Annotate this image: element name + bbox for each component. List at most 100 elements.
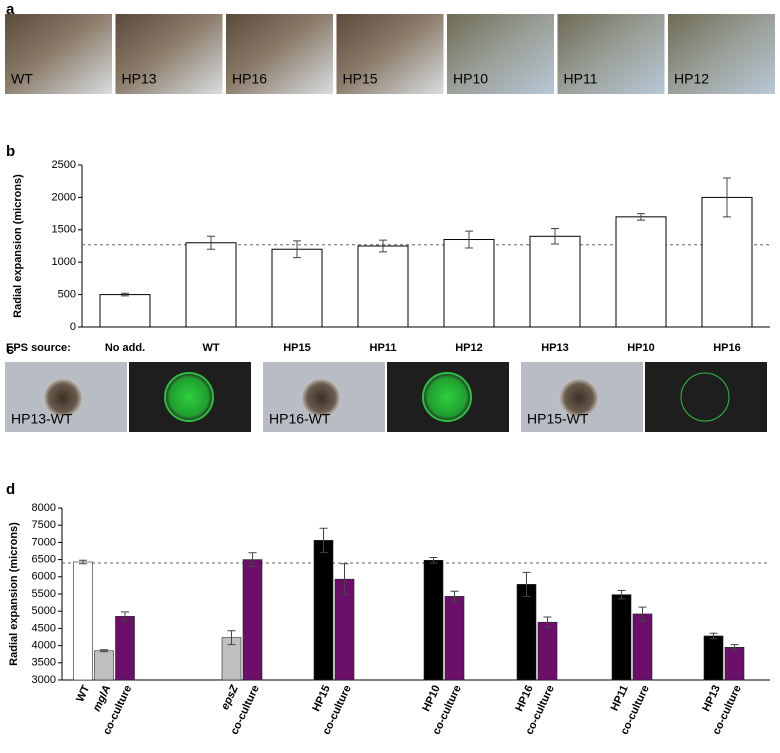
y-axis-label: Radial expansion (microns) [8,522,20,666]
error-bar [340,563,349,596]
x-tick-label: WT [74,683,92,704]
x-tick-label: HP16 [713,342,741,354]
colony-image [226,14,333,94]
colony [301,378,341,418]
error-bar [543,616,552,628]
x-tick-label: HP13 [700,683,723,713]
error-bar [638,606,647,622]
error-bar [319,527,328,553]
bar [357,245,409,328]
error-bar [730,644,739,651]
image-label: HP15 [343,71,378,87]
bar [313,540,334,681]
error-bar [293,240,301,259]
colony-image [447,14,554,94]
fluorescent-colony [422,372,472,422]
y-tick-label: 2000 [52,191,76,203]
image-label: HP16-WT [269,411,331,427]
bar [701,196,753,328]
y-tick-label: 5500 [32,588,56,600]
y-tick-label: 8000 [32,502,56,514]
image-label: WT [11,71,33,87]
error-bar [379,239,387,253]
y-tick-label: 3000 [32,674,56,686]
bar [615,216,667,328]
error-bar [248,552,257,567]
x-tick-label: WT [202,342,219,354]
image-label: HP10 [453,71,488,87]
colony-image [668,14,775,94]
y-tick-label: 5000 [32,605,56,617]
error-bar [522,571,531,597]
bar [632,613,653,681]
panel-label: d [6,481,15,498]
error-bar [121,292,129,297]
bar [703,635,724,681]
x-tick-label: No add. [105,342,145,354]
y-tick-label: 2500 [52,159,76,171]
colony-image [557,14,665,94]
colony-image [336,14,444,94]
y-tick-label: 6500 [32,554,56,566]
fluorescence-image [645,362,767,432]
y-axis-label: Radial expansion (microns) [12,174,24,318]
image-label: HP16 [232,71,267,87]
bar [444,596,465,681]
y-tick-label: 3500 [32,657,56,669]
x-tick-label: HP11 [609,683,631,712]
colony-image [115,14,223,94]
bar [537,621,558,681]
colony-image [5,14,112,94]
y-tick-label: 0 [70,321,76,333]
panel-label: a [6,1,15,18]
x-tick-label: HP15 [283,342,311,354]
y-tick-label: 500 [58,289,76,301]
error-bar [207,235,215,250]
bar [443,239,495,328]
error-bar [227,630,236,646]
error-bar [100,649,108,653]
bar [516,584,537,681]
image-label: HP13 [122,71,157,87]
y-tick-label: 4000 [32,640,56,652]
error-bar [465,230,473,249]
y-tick-label: 7500 [32,519,56,531]
colony [559,378,599,418]
error-bar [637,213,645,221]
bar [611,594,632,681]
error-bar [429,557,438,564]
bar [724,647,745,681]
bar [99,294,151,328]
x-tick-label: epsZ [219,682,241,712]
error-bar [121,611,129,622]
error-bar [723,177,731,218]
panel-label: c [6,341,14,358]
image-label: HP13-WT [11,411,73,427]
bar [529,235,581,328]
bar [73,561,93,681]
error-bar [450,590,459,603]
image-label: HP11 [564,71,598,87]
bar [271,248,323,328]
x-tick-label: HP15 [310,683,333,713]
error-bar [79,559,87,565]
x-tick-label: HP10 [627,342,655,354]
bar [423,559,444,681]
panel-label: b [6,143,15,160]
x-axis-label: EPS source: [6,342,71,354]
error-bar [709,632,718,640]
x-tick-label: HP13 [541,342,569,354]
error-bar [617,590,626,600]
bar [242,559,263,681]
image-label: HP12 [674,71,709,87]
bar [185,242,237,328]
y-tick-label: 4500 [32,622,56,634]
bar [94,650,114,681]
image-label: HP15-WT [527,411,589,427]
bar [115,616,135,681]
x-tick-label: HP10 [420,683,443,713]
colony [43,378,83,418]
x-tick-label: HP11 [370,342,397,354]
fluorescent-colony [680,372,730,422]
